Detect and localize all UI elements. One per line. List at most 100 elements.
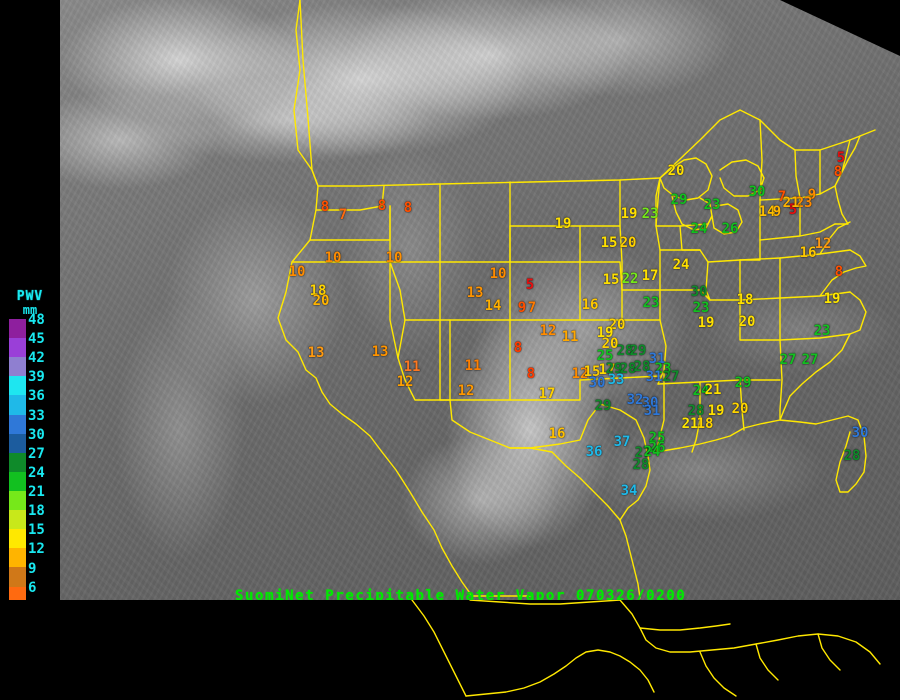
pwv-station-value: 24 [690,221,708,237]
pwv-station-value: 10 [489,266,507,282]
pwv-station-value: 13 [466,285,484,301]
pwv-station-value: 11 [561,329,579,345]
pwv-station-value: 9 [807,187,817,203]
pwv-station-value: 33 [607,372,625,388]
pwv-station-value: 21 [704,382,722,398]
pwv-station-value: 13 [307,345,325,361]
pwv-station-value: 11 [403,359,421,375]
pwv-station-value: 26 [721,221,739,237]
pwv-station-value: 19 [596,325,614,341]
colorbar-tick-label: 30 [28,426,45,443]
pwv-station-value: 20 [601,336,619,352]
colorbar-segment [9,490,26,511]
pwv-station-value: 8 [833,164,843,180]
pwv-station-value: 29 [605,361,623,377]
pwv-station-value: 19 [554,216,572,232]
pwv-station-value: 14 [484,298,502,314]
pwv-station-value: 17 [641,268,659,284]
pwv-station-value: 32 [626,392,644,408]
pwv-station-value: 20 [312,293,330,309]
pwv-station-value: 36 [585,444,603,460]
pwv-station-value: 20 [731,401,749,417]
pwv-station-value: 27 [779,352,797,368]
pwv-station-value: 28 [687,403,705,419]
colorbar-segment [9,529,26,549]
pwv-station-value: 7 [527,300,537,316]
colorbar-segment [9,357,26,377]
colorbar-segment [9,567,26,587]
pwv-station-value: 16 [581,297,599,313]
colorbar-unit: mm [22,303,38,317]
colorbar-tick-label: 33 [28,407,45,424]
pwv-station-value: 30 [690,284,708,300]
colorbar-segment [9,338,26,358]
pwv-station-value: 7 [338,207,348,223]
pwv-station-value: 12 [814,236,832,252]
pwv-station-value: 30 [641,395,659,411]
colorbar-segment [9,548,26,568]
pwv-station-value: 21 [681,416,699,432]
pwv-station-value: 27 [662,369,680,385]
pwv-station-value: 34 [620,483,638,499]
pwv-station-value: 16 [799,245,817,261]
colorbar-segment [9,452,26,472]
colorbar-tick-label: 36 [28,388,45,405]
pwv-station-value: 18 [736,292,754,308]
colorbar-segment [9,433,26,453]
pwv-station-value: 15 [583,364,601,380]
pwv-station-value: 12 [396,374,414,390]
colorbar-segment [9,471,26,491]
pwv-station-value: 29 [594,398,612,414]
pwv-station-value: 23 [795,195,813,211]
colorbar-tick-label: 27 [28,445,45,462]
pwv-station-value: 31 [643,403,661,419]
pwv-station-value: 11 [464,358,482,374]
pwv-station-value: 23 [692,300,710,316]
pwv-station-value: 8 [320,199,330,215]
colorbar-segment [9,376,26,396]
pwv-station-value: 15 [602,272,620,288]
pwv-station-value: 18 [696,416,714,432]
pwv-station-value: 9 [772,204,782,220]
pwv-station-value: 23 [703,197,721,213]
pwv-station-value: 18 [309,283,327,299]
pwv-station-value: 12 [571,366,589,382]
pwv-station-value: 30 [588,375,606,391]
pwv-station-value: 19 [707,403,725,419]
pwv-station-value: 5 [525,277,535,293]
satellite-image-panel: 8 7 8 8 10 10 18 20 13 12 11 13 14 10 10 5 9 7 16 12 11 8 8 12 1… [60,0,900,600]
pwv-station-value: 8 [526,366,536,382]
colorbar-tick-label: 6 [28,579,37,596]
pwv-station-value: 31 [645,369,663,385]
pwv-station-value: 25 [648,430,666,446]
pwv-station-value: 19 [697,315,715,331]
pwv-station-value: 10 [288,264,306,280]
pwv-station-value: 24 [692,383,710,399]
mexico-coastline-overlay [411,600,881,697]
colorbar-segment [9,510,26,530]
pwv-station-value: 24 [643,444,661,460]
colorbar-segment [9,395,26,415]
pwv-station-value: 21 [782,195,800,211]
colorbar-tick-label: 18 [28,503,45,520]
pwv-station-value: 13 [371,344,389,360]
pwv-station-value: 23 [654,361,672,377]
pwv-station-value: 24 [672,257,690,273]
pwv-station-value: 27 [634,445,652,461]
pwv-station-value: 28 [616,343,634,359]
colorbar-body: 48454239363330272421181512963 [0,313,60,644]
colorbar-tick-labels: 48454239363330272421181512963 [28,311,60,644]
pwv-station-value: 23 [642,295,660,311]
pwv-station-value: 27 [801,352,819,368]
colorbar-title: PWV [16,289,44,304]
pwv-station-value: 30 [748,184,766,200]
pwv-station-value: 10 [324,250,342,266]
pwv-station-value: 30 [851,425,869,441]
pwv-station-value: 28 [843,448,861,464]
pwv-station-value: 31 [648,351,666,367]
pwv-station-value: 8 [377,198,387,214]
colorbar-gradient-strip [9,319,26,644]
pwv-station-value: 20 [619,235,637,251]
pwv-station-value: 12 [457,383,475,399]
